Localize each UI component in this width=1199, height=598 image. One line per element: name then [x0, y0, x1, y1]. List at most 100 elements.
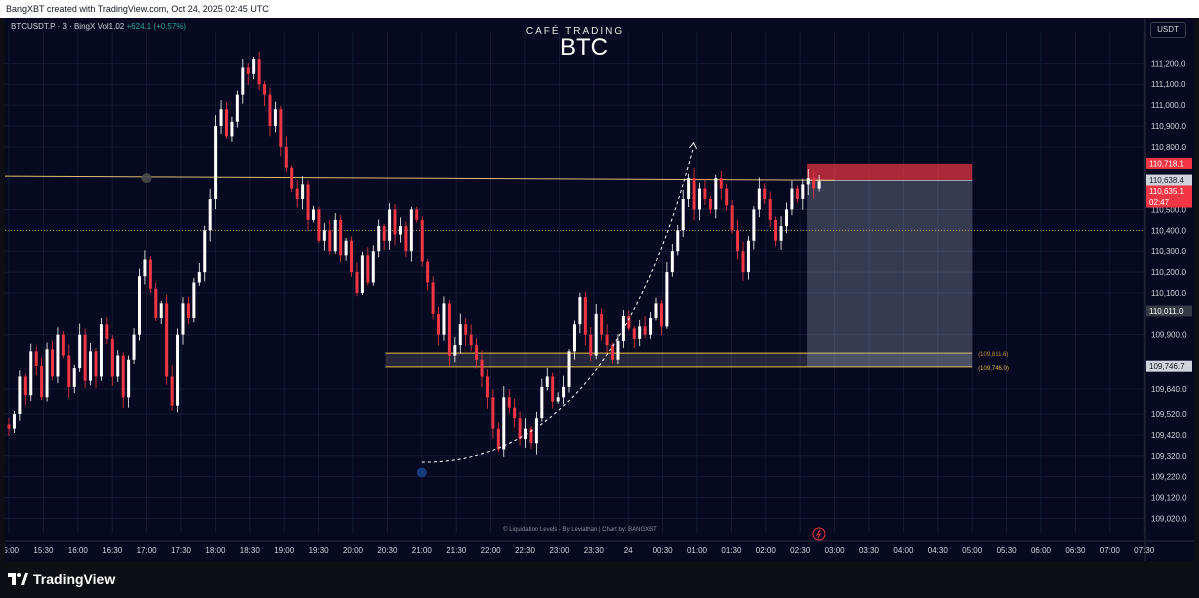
candle [703, 178, 707, 205]
candle-body [137, 276, 141, 335]
time-tick-label: 07:00 [1100, 546, 1121, 555]
candle-body [572, 324, 576, 352]
chart-area[interactable]: (109,811.6) (109,746.0) 111,200.0 111,100.0… [5, 18, 1194, 561]
candle [12, 410, 16, 434]
candle-body [360, 255, 364, 293]
candle-body [534, 418, 538, 444]
candle [806, 168, 810, 196]
candle-body [600, 313, 604, 335]
time-tick-label: 16:30 [102, 546, 123, 555]
time-tick-label: 05:30 [997, 546, 1018, 555]
candle [670, 244, 674, 277]
candle-body [246, 67, 250, 74]
candle-body [725, 188, 729, 206]
candle [29, 343, 33, 402]
candle [409, 206, 413, 262]
candle [279, 105, 283, 157]
candle [344, 238, 348, 261]
candle-body [757, 188, 761, 210]
candle [339, 215, 343, 263]
candle-body [29, 351, 33, 396]
candle-body [7, 424, 11, 429]
alert-lightning-icon[interactable] [812, 527, 826, 541]
price-label: 110,638.4 [1146, 174, 1192, 186]
candle [458, 313, 462, 354]
candle-body [159, 303, 163, 318]
price-label-bg [1146, 174, 1192, 186]
symbol-legend: BTCUSDT.P · 3 · BingX Vol1.02 +624.1 (+0… [11, 22, 186, 31]
candle-body [551, 376, 555, 402]
tradingview-logo[interactable]: TradingView [8, 571, 115, 587]
candle [143, 250, 147, 285]
candle [56, 327, 60, 384]
candle [197, 262, 201, 286]
candle-body [176, 334, 180, 406]
price-label-text: 110,718.1 [1149, 159, 1185, 168]
candle [132, 328, 136, 365]
candle-body [714, 178, 718, 210]
candle-body [545, 376, 549, 387]
candle [219, 100, 223, 135]
candle [768, 191, 772, 228]
support-zone-bottom-label: (109,746.0) [978, 366, 1009, 372]
candle [230, 116, 234, 142]
price-tick-label: 109,520.0 [1151, 410, 1187, 419]
candle [752, 206, 756, 250]
candle-body [768, 199, 772, 220]
candle [366, 247, 370, 286]
chart-subtitle: CAFÉ TRADING [525, 26, 625, 37]
candle-body [273, 109, 277, 126]
candle [502, 386, 506, 457]
volume-label: Vol1.02 [97, 22, 125, 31]
candle-body [649, 317, 653, 335]
candle [235, 90, 239, 128]
candle-body [529, 428, 533, 444]
candle [594, 303, 598, 360]
price-label-bg [1146, 305, 1192, 317]
time-tick-label: 04:30 [928, 546, 949, 555]
candle [159, 300, 163, 324]
candle-body [263, 84, 267, 95]
candle-body [12, 414, 16, 429]
price-tick-label: 110,200.0 [1151, 268, 1187, 277]
candle-body [692, 178, 696, 210]
candle-body [382, 226, 386, 241]
price-tick-label: 110,400.0 [1151, 226, 1187, 235]
candle-body [556, 397, 560, 402]
price-tick-label: 110,900.0 [1151, 122, 1187, 131]
candle-body [638, 326, 642, 339]
time-tick-label: 18:00 [205, 546, 226, 555]
candle [496, 422, 500, 453]
currency-selector[interactable]: USDT [1150, 22, 1186, 38]
candle-body [578, 297, 582, 325]
candlestick-chart[interactable]: (109,811.6) (109,746.0) 111,200.0 111,100.0… [5, 18, 1194, 561]
candle [725, 183, 729, 211]
candle [110, 335, 114, 386]
candle [665, 261, 669, 329]
price-tick-label: 111,000.0 [1151, 101, 1186, 110]
candle [632, 325, 636, 348]
time-tick-label: 20:30 [377, 546, 398, 555]
candle [40, 357, 44, 401]
price-tick-label: 110,500.0 [1151, 205, 1187, 214]
candle-body [121, 355, 125, 398]
candle [540, 378, 544, 422]
candle-body [589, 334, 593, 356]
candle-body [224, 109, 228, 137]
price-label-text: 110,011.0 [1149, 307, 1184, 316]
candle-body [442, 303, 446, 335]
symbol-label[interactable]: BTCUSDT.P · 3 · BingX [11, 22, 96, 31]
position-stop-zone [807, 163, 973, 181]
candle [301, 176, 305, 210]
candle [67, 344, 71, 399]
candle [567, 348, 571, 393]
candle [654, 297, 658, 321]
price-tick-label: 109,420.0 [1151, 431, 1187, 440]
candle [23, 373, 27, 406]
candle [524, 418, 528, 448]
candle-body [583, 297, 587, 335]
time-tick-label: 17:00 [137, 546, 158, 555]
candle [186, 297, 190, 325]
candle [252, 56, 256, 80]
